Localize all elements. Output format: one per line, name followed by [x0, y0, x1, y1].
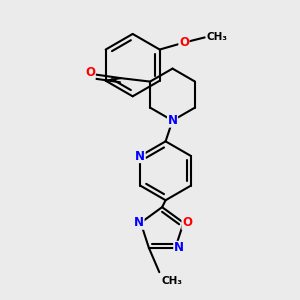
- Text: CH₃: CH₃: [161, 276, 182, 286]
- Text: N: N: [134, 216, 144, 229]
- Text: O: O: [179, 36, 189, 49]
- Text: N: N: [135, 150, 145, 163]
- Text: N: N: [167, 114, 178, 127]
- Text: N: N: [174, 242, 184, 254]
- Text: CH₃: CH₃: [206, 32, 227, 42]
- Text: O: O: [85, 66, 95, 80]
- Text: O: O: [182, 216, 192, 229]
